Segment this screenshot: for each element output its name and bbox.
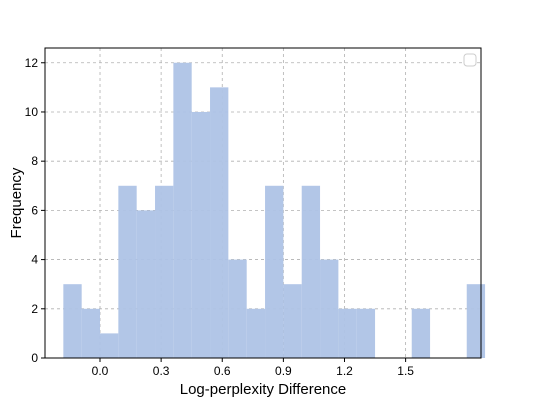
y-tick-label: 12 — [25, 56, 39, 70]
x-tick-label: 0.6 — [214, 364, 231, 378]
y-tick-label: 0 — [31, 351, 38, 365]
histogram-bar — [118, 185, 137, 358]
histogram-bar — [466, 284, 486, 358]
histogram-bar — [320, 259, 339, 358]
histogram-bars — [63, 62, 486, 359]
y-tick-label: 4 — [31, 253, 38, 267]
x-tick-label: 0.0 — [92, 364, 109, 378]
histogram-bar — [136, 210, 156, 358]
histogram-bar — [173, 62, 192, 359]
histogram-bar — [265, 185, 284, 358]
histogram-bar — [338, 308, 357, 358]
x-axis-label: Log-perplexity Difference — [180, 381, 346, 398]
histogram-bar — [63, 284, 82, 358]
plot-frame — [44, 47, 482, 359]
histogram-bar — [100, 333, 119, 358]
y-tick-label: 2 — [31, 302, 38, 316]
histogram-bar — [210, 87, 229, 358]
y-tick-label: 6 — [31, 203, 38, 217]
histogram-bar — [411, 308, 431, 358]
x-tick-label: 1.5 — [397, 364, 414, 378]
histogram-bar — [356, 308, 376, 358]
histogram-bar — [228, 259, 247, 358]
histogram-bar — [283, 284, 302, 358]
x-tick-label: 1.2 — [336, 364, 353, 378]
histogram-bar — [301, 185, 321, 358]
y-axis-ticks: 0 2 4 6 8 10 12 — [25, 56, 45, 365]
legend-box — [463, 53, 477, 67]
x-tick-label: 0.9 — [275, 364, 292, 378]
histogram-bar — [191, 111, 211, 358]
y-axis-label: Frequency — [8, 167, 25, 238]
histogram-bar — [155, 185, 174, 358]
x-tick-label: 0.3 — [153, 364, 170, 378]
y-tick-label: 8 — [31, 154, 38, 168]
x-axis-ticks: 0.0 0.3 0.6 0.9 1.2 1.5 — [92, 358, 414, 378]
histogram-bar — [81, 308, 101, 358]
histogram-bar — [246, 308, 266, 358]
y-tick-label: 10 — [25, 105, 39, 119]
